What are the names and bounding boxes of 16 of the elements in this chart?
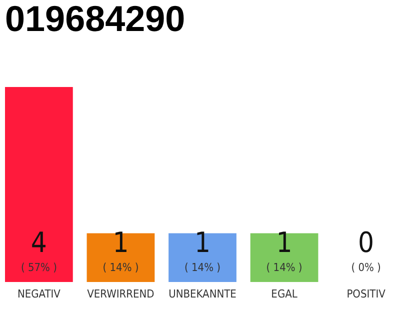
data-label: 1	[276, 226, 292, 259]
x-tick-label: EGAL	[271, 288, 298, 300]
chart-title: 019684290	[5, 0, 186, 39]
x-tick-label: VERWIRREND	[87, 288, 155, 300]
data-label: 4	[30, 226, 47, 259]
data-label: 0	[358, 226, 374, 259]
annotation: ( 14% )	[184, 261, 221, 274]
annotation: ( 14% )	[266, 261, 302, 274]
data-label: 1	[194, 226, 211, 259]
x-tick-label: NEGATIV	[17, 288, 61, 300]
data-label: 1	[112, 226, 129, 259]
x-tick-label: POSITIV	[346, 288, 386, 300]
annotation: ( 14% )	[102, 261, 139, 274]
annotation: ( 57% )	[20, 261, 58, 274]
x-tick-label: UNBEKANNTE	[168, 288, 236, 300]
annotation: ( 0% )	[351, 261, 382, 274]
